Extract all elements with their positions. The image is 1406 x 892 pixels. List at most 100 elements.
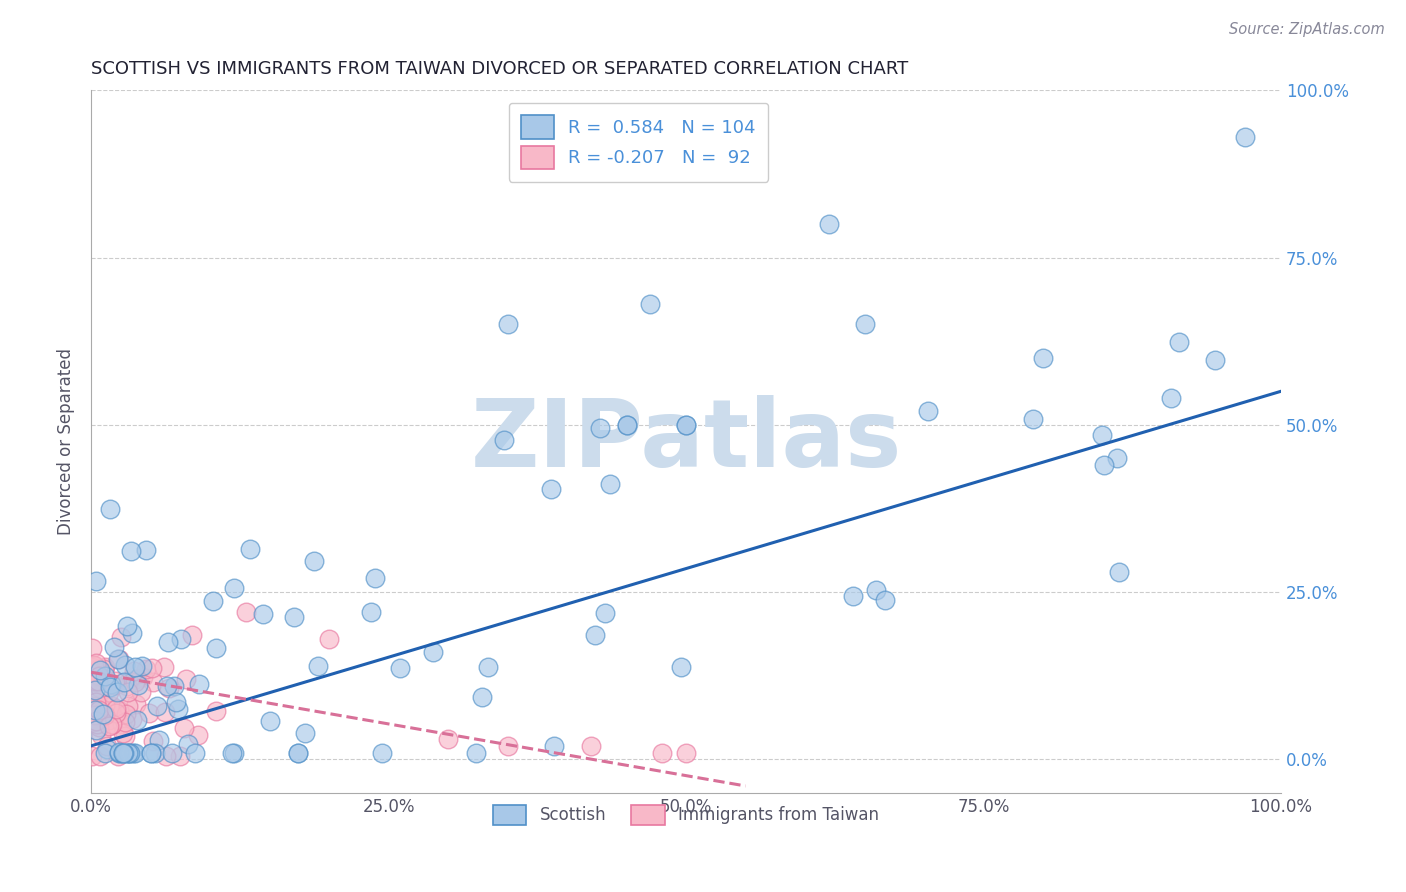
Point xyxy=(120,544,142,558)
Legend: Scottish, Immigrants from Taiwan: Scottish, Immigrants from Taiwan xyxy=(485,797,887,833)
Point xyxy=(114,707,136,722)
Point xyxy=(84,714,107,728)
Point xyxy=(103,640,125,654)
Point xyxy=(107,652,129,666)
Point xyxy=(112,746,135,760)
Point xyxy=(89,704,111,718)
Point xyxy=(156,634,179,648)
Point xyxy=(105,706,128,720)
Y-axis label: Divorced or Separated: Divorced or Separated xyxy=(58,348,75,535)
Point xyxy=(93,680,115,694)
Point xyxy=(1022,412,1045,426)
Point xyxy=(1108,566,1130,580)
Point xyxy=(104,701,127,715)
Point xyxy=(110,630,132,644)
Point xyxy=(155,705,177,719)
Text: Source: ZipAtlas.com: Source: ZipAtlas.com xyxy=(1229,22,1385,37)
Point xyxy=(129,684,152,698)
Point xyxy=(302,554,325,568)
Point xyxy=(169,748,191,763)
Point xyxy=(94,746,117,760)
Point xyxy=(1160,391,1182,405)
Point xyxy=(540,482,562,496)
Point xyxy=(131,659,153,673)
Point xyxy=(104,678,127,692)
Point xyxy=(252,607,274,622)
Point xyxy=(89,748,111,763)
Point xyxy=(87,669,110,683)
Point xyxy=(318,632,340,646)
Point xyxy=(82,696,104,710)
Point xyxy=(157,681,180,695)
Point xyxy=(139,746,162,760)
Point xyxy=(83,703,105,717)
Point xyxy=(84,656,107,670)
Point xyxy=(121,746,143,760)
Point xyxy=(283,609,305,624)
Point xyxy=(87,662,110,676)
Point xyxy=(853,318,876,332)
Point xyxy=(117,746,139,760)
Point xyxy=(599,476,621,491)
Point xyxy=(107,745,129,759)
Point xyxy=(93,708,115,723)
Point xyxy=(143,746,166,760)
Point xyxy=(1234,130,1257,145)
Point xyxy=(156,679,179,693)
Point xyxy=(84,681,107,695)
Point xyxy=(121,626,143,640)
Point xyxy=(91,682,114,697)
Point xyxy=(371,746,394,760)
Point xyxy=(100,717,122,731)
Point xyxy=(1105,450,1128,465)
Point xyxy=(118,746,141,760)
Point xyxy=(675,417,697,432)
Point xyxy=(100,677,122,691)
Point xyxy=(287,746,309,760)
Point xyxy=(579,739,602,753)
Point xyxy=(138,706,160,721)
Point xyxy=(865,583,887,598)
Point xyxy=(651,746,673,760)
Point xyxy=(142,733,165,747)
Point xyxy=(89,681,111,696)
Point xyxy=(148,732,170,747)
Point xyxy=(174,672,197,686)
Point xyxy=(89,684,111,698)
Point xyxy=(94,669,117,683)
Point xyxy=(90,667,112,681)
Point xyxy=(111,726,134,740)
Point xyxy=(1092,458,1115,472)
Point xyxy=(124,746,146,760)
Text: SCOTTISH VS IMMIGRANTS FROM TAIWAN DIVORCED OR SEPARATED CORRELATION CHART: SCOTTISH VS IMMIGRANTS FROM TAIWAN DIVOR… xyxy=(91,60,908,78)
Point xyxy=(83,707,105,722)
Point xyxy=(187,728,209,742)
Point xyxy=(107,652,129,666)
Point xyxy=(183,746,205,760)
Point xyxy=(163,679,186,693)
Point xyxy=(221,746,243,760)
Point xyxy=(202,594,225,608)
Point xyxy=(80,659,103,673)
Point xyxy=(675,417,697,432)
Point xyxy=(135,662,157,676)
Point xyxy=(118,746,141,760)
Point xyxy=(188,677,211,691)
Point xyxy=(170,632,193,646)
Point xyxy=(112,674,135,689)
Point xyxy=(287,746,309,760)
Point xyxy=(80,640,103,655)
Point xyxy=(259,714,281,728)
Point xyxy=(115,679,138,693)
Point xyxy=(84,723,107,737)
Point xyxy=(543,739,565,754)
Point xyxy=(1032,351,1054,365)
Point xyxy=(89,720,111,734)
Point xyxy=(141,746,163,760)
Point xyxy=(91,675,114,690)
Point xyxy=(496,318,519,332)
Point xyxy=(94,698,117,713)
Point xyxy=(111,717,134,731)
Point xyxy=(177,737,200,751)
Point xyxy=(84,682,107,697)
